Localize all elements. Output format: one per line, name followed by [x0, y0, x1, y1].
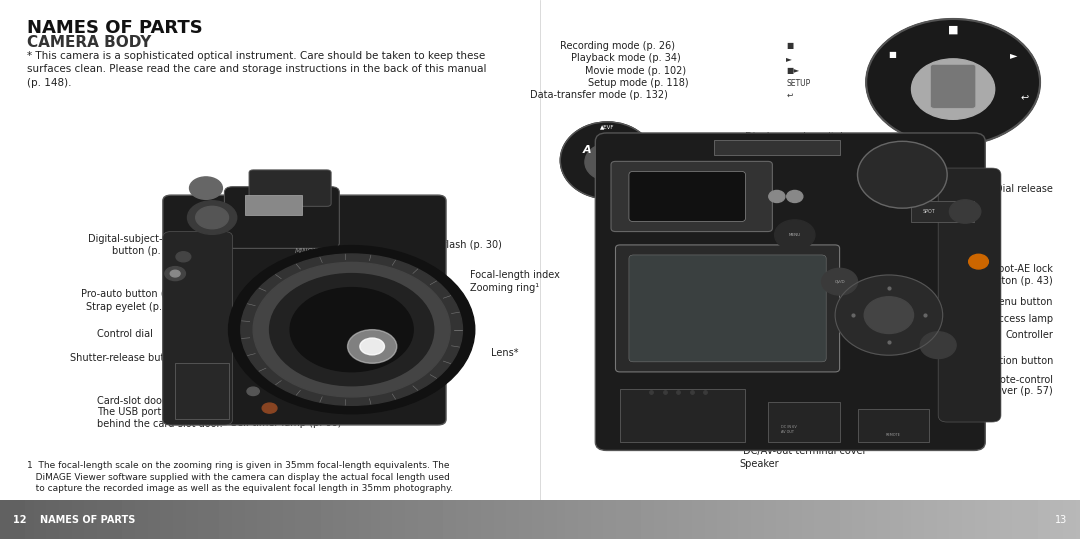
- Text: ■: ■: [786, 42, 794, 50]
- Text: Spot-AE lock
button (p. 43): Spot-AE lock button (p. 43): [985, 264, 1053, 286]
- Text: Dial release: Dial release: [995, 184, 1053, 194]
- Text: Control dial: Control dial: [97, 329, 153, 339]
- Text: CAMERA BODY: CAMERA BODY: [27, 35, 151, 50]
- Text: Access lamp: Access lamp: [991, 314, 1053, 324]
- Text: Magnification button: Magnification button: [951, 356, 1053, 366]
- Text: QV/ Delete button (p. 34): QV/ Delete button (p. 34): [824, 434, 947, 444]
- Text: Microphone: Microphone: [264, 405, 320, 414]
- Text: DC/AV-out terminal cover: DC/AV-out terminal cover: [743, 446, 866, 456]
- Text: Lens*: Lens*: [491, 348, 518, 358]
- Text: Built-in flash (p. 30): Built-in flash (p. 30): [405, 240, 502, 250]
- Text: Speaker: Speaker: [740, 459, 780, 468]
- Text: Accessory shoe: Accessory shoe: [707, 197, 783, 207]
- Text: Shutter-release button: Shutter-release button: [70, 354, 180, 363]
- Text: Focal-length index: Focal-length index: [470, 270, 559, 280]
- Text: SETUP: SETUP: [786, 79, 810, 87]
- Text: Remote-control
terminal cover (p. 57): Remote-control terminal cover (p. 57): [946, 375, 1053, 396]
- Text: Data panel (p. 15): Data panel (p. 15): [210, 213, 298, 223]
- Text: Zooming ring¹: Zooming ring¹: [470, 284, 539, 293]
- Text: Focusing ring (p. 43): Focusing ring (p. 43): [327, 391, 429, 401]
- Text: Playback mode (p. 34): Playback mode (p. 34): [570, 53, 680, 63]
- Text: Digital-subject-program
button (p. 32): Digital-subject-program button (p. 32): [87, 234, 204, 256]
- Text: ►: ►: [786, 54, 792, 63]
- Text: * This camera is a sophisticated optical instrument. Care should be taken to kee: * This camera is a sophisticated optical…: [27, 51, 486, 88]
- Text: LCD monitor*
(p. 16): LCD monitor* (p. 16): [664, 334, 730, 356]
- Text: Electronic viewfinder*
(EVF) (p. 31): Electronic viewfinder* (EVF) (p. 31): [659, 264, 766, 286]
- Text: Display mode switch
Display information button
(p. 40, 36): Display mode switch Display information …: [745, 132, 877, 165]
- Text: ■►: ■►: [786, 66, 799, 75]
- Text: Eyepiece sensors*
(p. 40): Eyepiece sensors* (p. 40): [675, 217, 765, 238]
- Text: Pro-auto button (p. 42): Pro-auto button (p. 42): [81, 289, 193, 299]
- Text: Movie mode (p. 102): Movie mode (p. 102): [584, 66, 686, 75]
- Text: NAMES OF PARTS: NAMES OF PARTS: [27, 19, 203, 37]
- Text: Data-transfer mode (p. 132): Data-transfer mode (p. 132): [529, 91, 667, 100]
- Text: Setup mode (p. 118): Setup mode (p. 118): [589, 78, 689, 88]
- Text: Menu button: Menu button: [990, 297, 1053, 307]
- Text: Main switch/Mode dial: Main switch/Mode dial: [859, 230, 967, 239]
- Text: Card-slot door (p. 22)
The USB port is located
behind the card-slot door.: Card-slot door (p. 22) The USB port is l…: [97, 396, 222, 429]
- Text: Controller: Controller: [1005, 330, 1053, 340]
- Text: ↩: ↩: [786, 91, 793, 100]
- Text: Self-timer lamp (p. 66): Self-timer lamp (p. 66): [231, 418, 341, 428]
- Text: Battery-chamber lock (p. 20): Battery-chamber lock (p. 20): [686, 426, 827, 436]
- Text: Recording mode (p. 26): Recording mode (p. 26): [561, 41, 675, 51]
- Text: Strap eyelet (p. 18): Strap eyelet (p. 18): [86, 302, 181, 312]
- Text: 1  The focal-length scale on the zooming ring is given in 35mm focal-length equi: 1 The focal-length scale on the zooming …: [27, 461, 454, 493]
